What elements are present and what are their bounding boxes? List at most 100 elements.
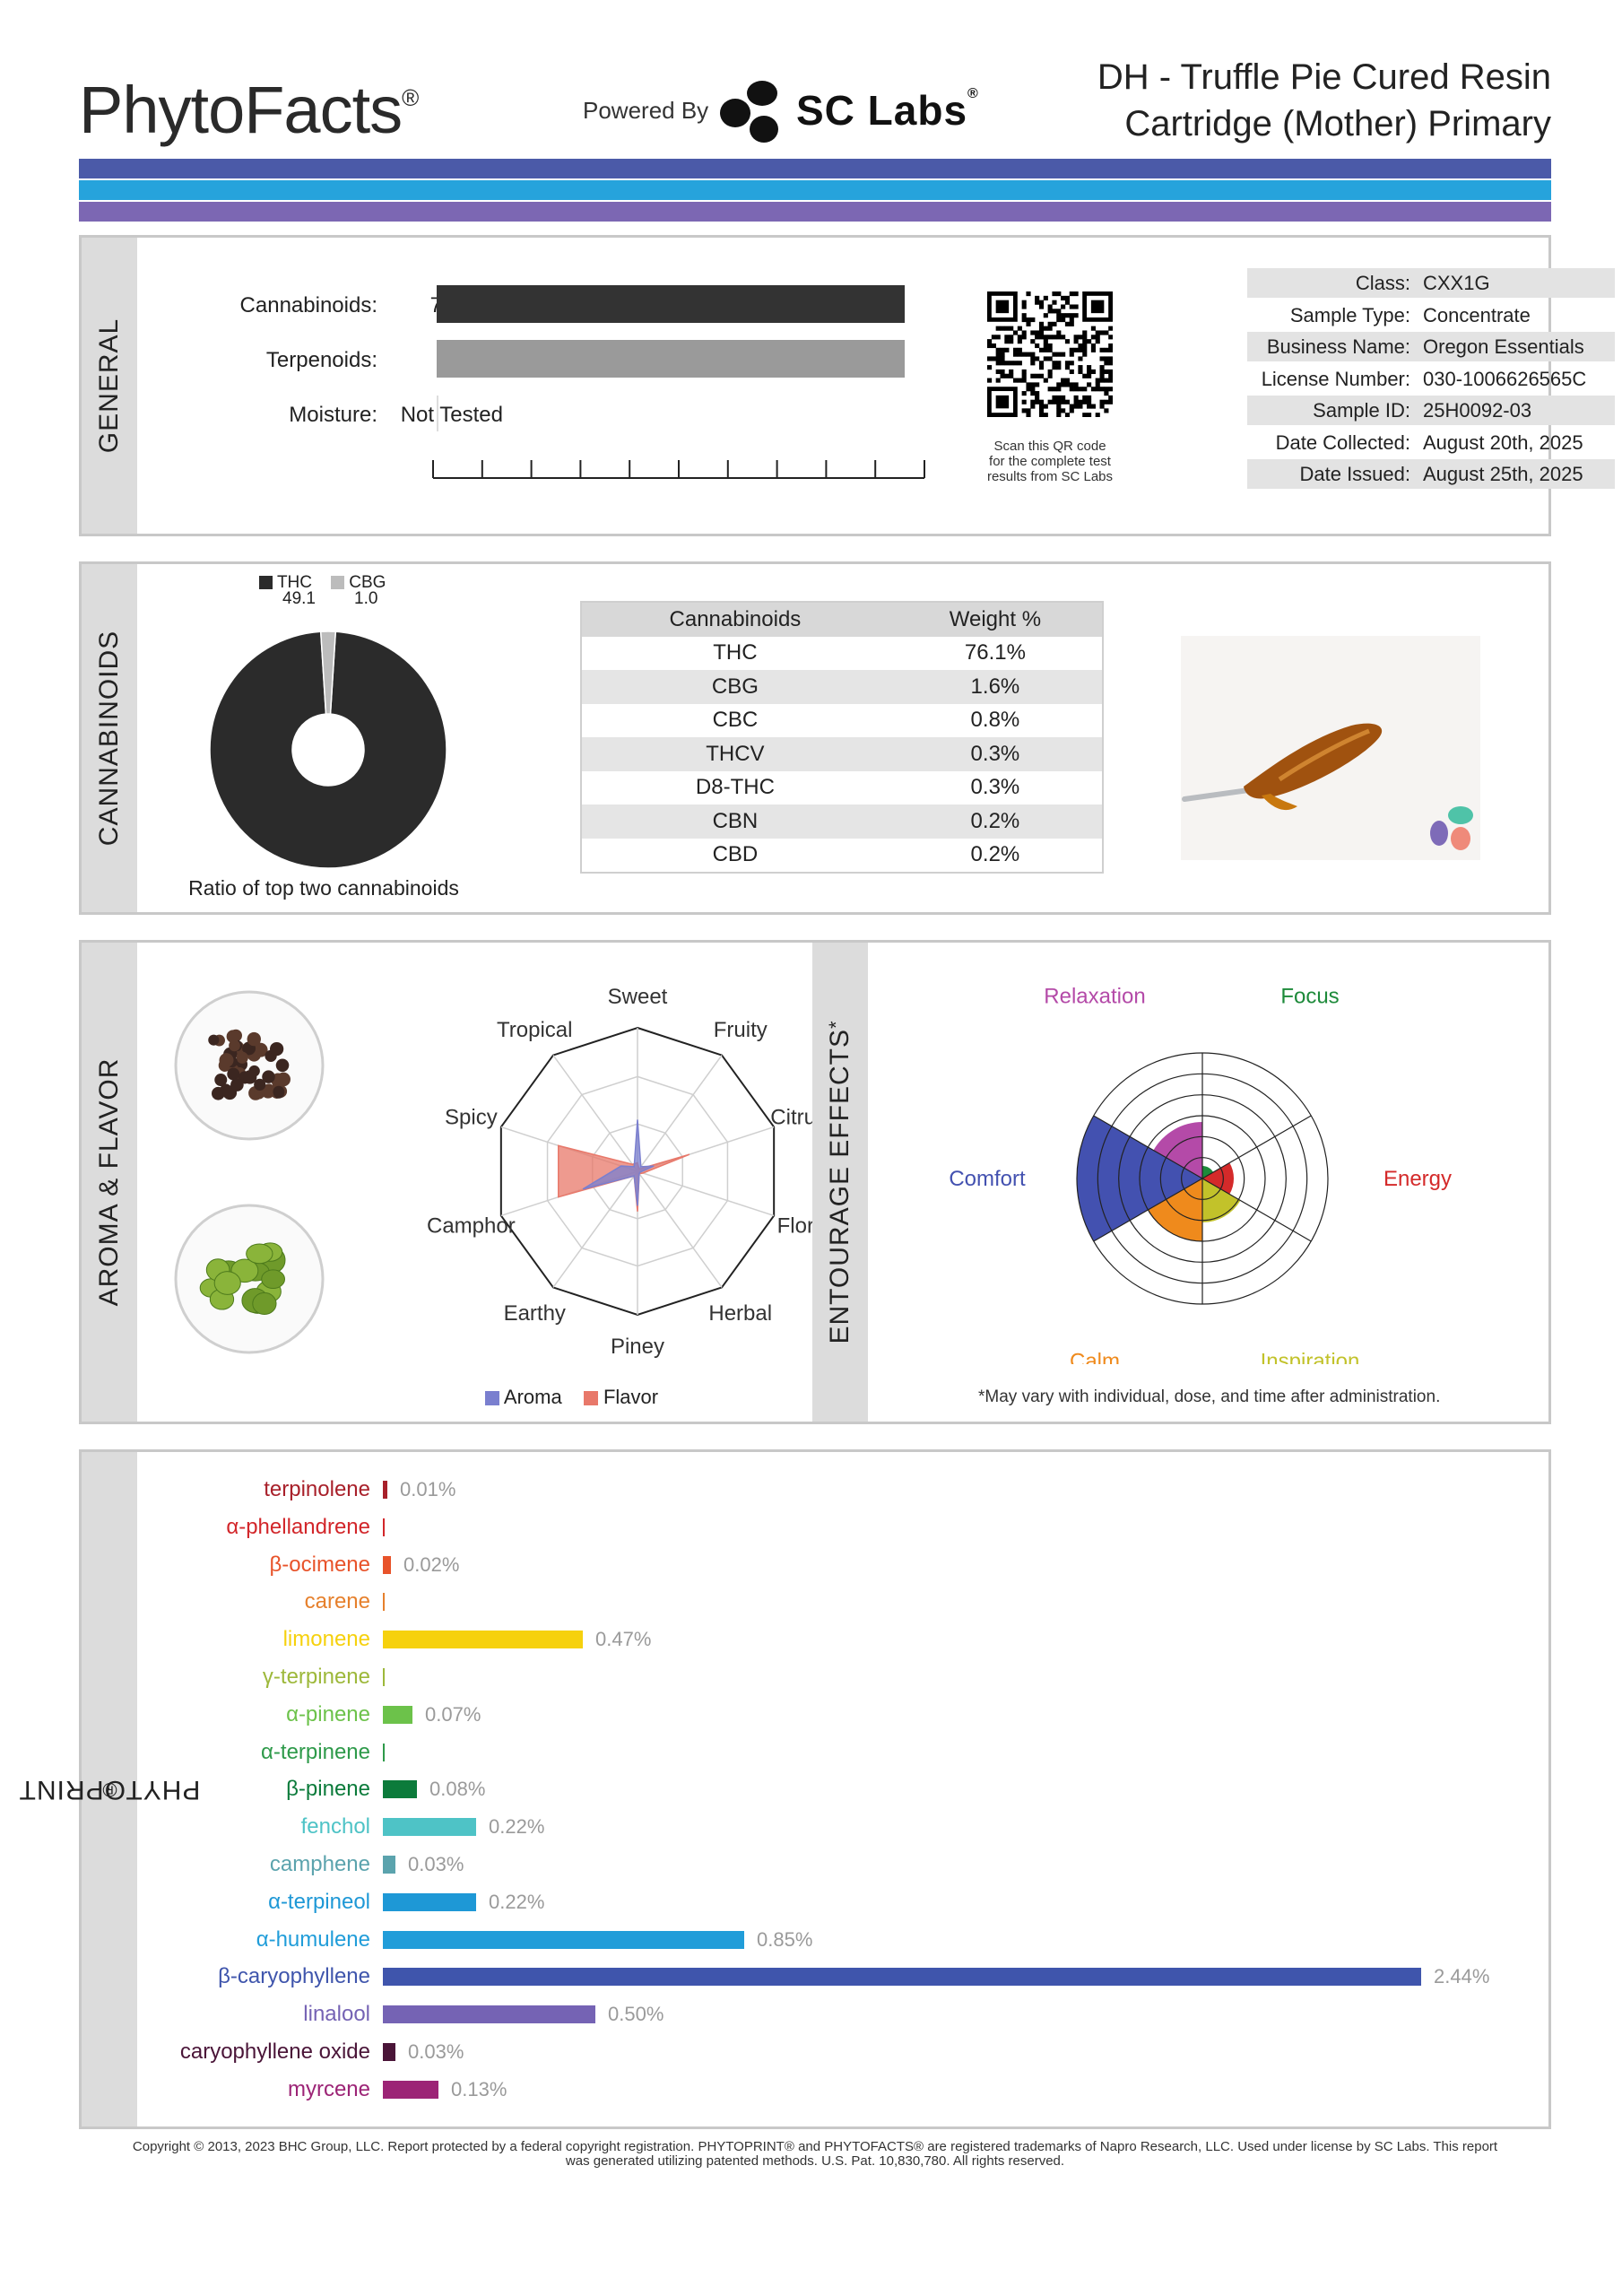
radar-axis-label: Fruity [714,1018,768,1042]
info-value: 25H0092-03 [1423,398,1532,422]
terpene-bar [383,2005,595,2024]
terpene-value: 0.03% [408,1853,464,1875]
effect-wedge-energy [1202,1162,1234,1195]
terpene-bar [383,1930,744,1949]
aroma-area [582,1119,655,1206]
terpene-bar [383,1892,476,1911]
terpene-name: α-terpineol [268,1889,370,1914]
hop-cone [246,1243,273,1265]
thc-legend-value: 49.1 [282,589,316,608]
terpenoids-row-label: Terpenoids: [265,348,377,372]
cannabinoids-section: CANNABINOIDS THC 49.1 CBG 1.0 Ratio of t… [79,561,1551,915]
table-cell-name: CBN [582,804,889,839]
logo-text: PhytoFacts [79,73,403,147]
aroma-sidebar: AROMA & FLAVOR [82,943,137,1422]
info-key: Date Collected: [1275,430,1410,454]
table-row: D8-THC 0.3% [582,771,1102,805]
hop-cone [252,1292,277,1316]
donut-caption: Ratio of top two cannabinoids [188,876,459,900]
table-header-cannabinoids: Cannabinoids [582,603,889,637]
effect-label-relaxation: Relaxation [1044,984,1145,1008]
info-row-license-number: License Number: 030-1006626565C [1247,364,1615,394]
terpene-value: 0.85% [757,1927,813,1951]
moisture-row-value: Not Tested [400,403,503,427]
terpene-name: α-humulene [256,1926,370,1952]
qr-code-icon[interactable] [987,291,1113,417]
terpene-value: 0.13% [451,2077,507,2100]
effects-label-mark: * [825,1020,847,1030]
info-row-sample-type: Sample Type: Concentrate [1247,300,1615,330]
radar-axis-label: Herbal [708,1301,772,1326]
terpene-name: terpinolene [264,1477,370,1501]
phytofacts-logo: PhytoFacts® [79,72,419,148]
terpene-name: carene [304,1589,370,1614]
terpene-name: linalool [303,2002,370,2027]
sc-labs-logo-icon [720,81,778,143]
cbg-legend-name: CBG [349,573,386,592]
terpene-value: 0.03% [408,2040,464,2063]
table-row: THC 76.1% [582,637,1102,671]
table-cell-name: THCV [582,737,889,771]
peppercorn [262,1070,275,1083]
effect-wedge-focus [1202,1166,1214,1178]
qr-caption-line1: Scan this QR code [993,439,1106,454]
info-value: 030-1006626565C [1423,367,1587,390]
table-cell-weight: 0.3% [888,737,1102,771]
qr-caption: Scan this QR code for the complete test … [978,439,1122,484]
radar-spoke [637,1170,723,1288]
peppercorn [263,1083,275,1096]
footer-line1: Copyright © 2013, 2023 BHC Group, LLC. R… [132,2139,1498,2154]
terpene-chart: terpinolene 0.01% α-phellandrene β-ocimene 0… [82,1452,1548,2126]
terpene-bar [383,1705,412,1724]
terpene-value: 0.02% [403,1552,460,1576]
hops-photo [174,1204,325,1354]
terpenoids-bar [437,340,905,378]
terpene-value: 2.44% [1434,1965,1490,1988]
aroma-label: AROMA & FLAVOR [94,1057,124,1307]
info-row-date-collected: Date Collected: August 20th, 2025 [1247,428,1615,457]
donut-legend-cbg: CBG 1.0 [331,573,386,607]
terpene-value: 0.22% [489,1890,545,1913]
peppercorn [247,1031,261,1047]
header-stripe-1 [79,159,1551,178]
effect-wedge-inspiration [1202,1178,1241,1222]
terpene-bar [383,1856,395,1874]
radar-axis-label: Piney [611,1335,664,1359]
thc-swatch [259,576,273,590]
hop-cone [213,1271,241,1295]
info-key: Class: [1355,271,1410,294]
product-title-line1: DH - Truffle Pie Cured Resin [1097,57,1551,97]
table-row: CBN 0.2% [582,804,1102,839]
terpene-name: fenchol [300,1814,370,1839]
terpene-value: 0.47% [595,1628,652,1651]
lab-registered-mark: ® [967,86,979,101]
radar-axis-label: Spicy [445,1106,498,1130]
table-cell-name: THC [713,640,758,665]
radar-spoke [552,1055,638,1172]
product-title-line2: Cartridge (Mother) Primary [1124,104,1551,144]
effect-label-comfort: Comfort [949,1167,1026,1191]
terpene-bar [383,2043,395,2061]
phytoprint-sidebar: PHYTOPRINT ® [19,1452,200,2126]
effect-label-inspiration: Inspiration [1261,1350,1360,1364]
effect-label-focus: Focus [1280,984,1339,1008]
peppercorn [254,1078,266,1091]
effects-label-text: ENTOURAGE EFFECTS [825,1029,854,1344]
peppercorn [275,1058,290,1073]
info-key: License Number: [1261,367,1410,390]
table-cell-weight: 1.6% [888,670,1102,704]
table-row: CBD 0.2% [582,839,1102,873]
terpene-bar [383,1593,385,1612]
product-title: DH - Truffle Pie Cured Resin Cartridge (… [1097,54,1551,147]
terpene-name: α-phellandrene [226,1514,370,1539]
terpene-value: 0.08% [429,1778,486,1801]
table-cell-weight: 0.3% [970,775,1020,800]
info-row-business-name: Business Name: Oregon Essentials [1247,332,1615,361]
info-row-class: Class: CXX1G [1247,268,1615,298]
entourage-effects-chart: Relaxation Focus Energy Inspiration Calm Comf… [949,984,1452,1364]
radar-axis-label: Tropical [497,1018,572,1042]
terpene-value: 0.22% [489,1815,545,1839]
info-key: Date Issued: [1299,462,1410,485]
cannabinoid-table: Cannabinoids Weight % THC 76.1% CBG 1.6% C… [582,603,1102,872]
terpene-bar [383,1668,385,1686]
